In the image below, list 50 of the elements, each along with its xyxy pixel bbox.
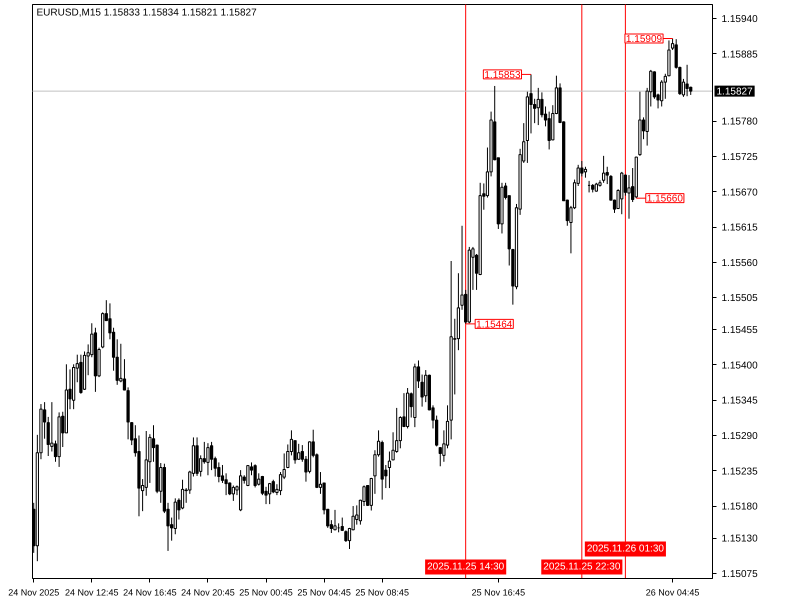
candlestick	[627, 174, 631, 220]
y-tick-label: 1.15180	[722, 502, 758, 513]
x-tick-label: 25 Nov 00:45	[239, 588, 293, 598]
y-tick-label: 1.15290	[722, 430, 758, 442]
candlestick	[584, 166, 588, 178]
candlestick	[344, 530, 348, 542]
y-tick-label: 1.15670	[722, 187, 758, 198]
annotation: 1.15909	[626, 34, 663, 45]
y-tick-label: 1.15615	[722, 222, 758, 234]
candlestick	[388, 451, 392, 489]
annotation: 1.15660	[646, 194, 684, 205]
x-tick-label: 26 Nov 04:45	[646, 588, 700, 598]
candlestick	[206, 442, 210, 476]
ref-line-label: 1.15827	[716, 86, 754, 98]
x-tick-label: 25 Nov 08:45	[355, 588, 409, 598]
ref-line-label: 2025.11.26 01:30	[586, 544, 664, 554]
y-tick-label: 1.15075	[722, 568, 758, 580]
y-tick-label: 1.15560	[722, 258, 758, 269]
x-tick-label: 24 Nov 16:45	[123, 588, 177, 598]
y-tick-label: 1.15455	[722, 325, 758, 336]
candlestick	[685, 64, 689, 97]
candlestick	[254, 464, 257, 488]
candlestick	[333, 509, 337, 531]
annotation: 1.15464	[476, 319, 513, 330]
y-tick-label: 1.15725	[722, 152, 758, 163]
candlestick	[340, 517, 344, 532]
y-tick-label: 1.15235	[722, 466, 758, 478]
y-tick-label: 1.15505	[722, 293, 758, 304]
annotation: 1.15853	[484, 70, 521, 81]
y-tick-label: 1.15940	[722, 14, 758, 26]
ref-line-label: 2025.11.25 14:30	[427, 562, 505, 572]
chart-title: EURUSD,M15 1.15833 1.15834 1.15821 1.15827	[36, 8, 258, 18]
candlestick	[297, 443, 300, 460]
y-tick-label: 1.15885	[722, 49, 758, 60]
ref-line-label: 2025.11.25 22:30	[543, 562, 621, 572]
x-tick-label: 24 Nov 20:45	[181, 588, 235, 598]
candlestick	[602, 155, 606, 184]
x-tick-label: 24 Nov 12:45	[65, 588, 119, 598]
x-tick-label: 24 Nov 2025	[8, 588, 60, 598]
candlestick	[438, 446, 442, 467]
x-tick-label: 25 Nov 04:45	[297, 588, 351, 598]
y-tick-label: 1.15345	[722, 396, 758, 407]
candlestick	[536, 87, 540, 126]
y-tick-label: 1.15400	[722, 360, 758, 372]
candlestick	[272, 479, 275, 494]
candlestick	[268, 482, 272, 505]
y-tick-label: 1.15130	[722, 534, 758, 545]
y-tick-label: 1.15780	[722, 116, 758, 128]
x-tick-label: 25 Nov 16:45	[472, 588, 526, 598]
candlestick	[232, 485, 235, 502]
